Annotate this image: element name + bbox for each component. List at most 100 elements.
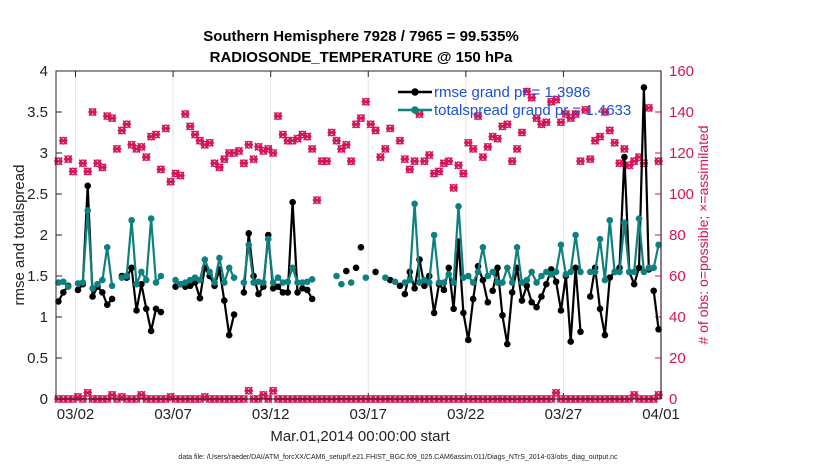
chart-subtitle: RADIOSONDE_TEMPERATURE @ 150 hPa (210, 49, 513, 66)
y2-tick-label: 0 (669, 391, 677, 408)
rmse-point (635, 264, 643, 272)
obs-count-point-assimilated (166, 177, 175, 186)
totalspread-point (533, 279, 540, 286)
rmse-point (372, 268, 379, 276)
rmse-point (484, 298, 492, 306)
totalspread-point (616, 268, 623, 276)
totalspread-point (547, 271, 555, 278)
rmse-point (630, 280, 638, 288)
totalspread-point (567, 268, 575, 276)
totalspread-point (64, 283, 72, 290)
rmse-point (186, 282, 194, 290)
obs-count-point-assimilated (532, 113, 541, 123)
obs-count-point-assimilated (556, 118, 566, 127)
rmse-point (650, 287, 657, 295)
totalspread-line (652, 244, 660, 269)
obs-count-point-assimilated (117, 126, 127, 135)
obs-count-point-assimilated (215, 163, 224, 172)
rmse-point (552, 278, 560, 286)
totalspread-point (552, 268, 560, 276)
series-rmse (55, 84, 662, 348)
totalspread-point (464, 272, 472, 280)
x-tick-label: 04/01 (642, 406, 680, 423)
obs-count-point-assimilated (303, 132, 312, 141)
totalspread-point (621, 219, 628, 226)
series-totalspread (55, 200, 662, 292)
obs-count-point-assimilated (576, 157, 585, 166)
totalspread-point (508, 279, 516, 286)
rmse-point (191, 279, 199, 286)
obs-count-point-assimilated (605, 126, 614, 135)
totalspread-point (445, 271, 453, 278)
rmse-point (172, 283, 179, 290)
rmse-point (133, 307, 140, 314)
obs-count-point-assimilated (542, 118, 551, 127)
obs-count-point-assimilated (346, 157, 356, 166)
rmse-point (557, 307, 565, 314)
totalspread-point (557, 241, 565, 249)
rmse-point (504, 340, 511, 348)
rmse-point (469, 295, 477, 303)
obs-count-point-assimilated (356, 113, 366, 123)
obs-count-point-assimilated (610, 138, 619, 147)
totalspread-point (225, 264, 233, 272)
obs-count-point-assimilated (600, 107, 610, 117)
y2-tick-label: 20 (669, 350, 686, 367)
totalspread-point (435, 279, 443, 286)
rmse-point (621, 153, 628, 161)
obs-count-point-assimilated (244, 140, 253, 149)
rmse-point (567, 338, 575, 345)
obs-count-point-assimilated (410, 157, 419, 166)
totalspread-point (60, 278, 67, 286)
y-tick-label: 1.5 (27, 268, 48, 285)
totalspread-point (513, 244, 521, 251)
totalspread-point (543, 268, 550, 276)
rmse-point (157, 308, 165, 316)
totalspread-point (89, 285, 96, 292)
totalspread-point (79, 279, 87, 286)
obs-count-point-assimilated (220, 154, 229, 164)
obs-count-point-assimilated (98, 163, 107, 172)
rmse-point (596, 305, 604, 313)
totalspread-point (362, 274, 370, 281)
totalspread-point (269, 279, 277, 286)
obs-count-point-assimilated (59, 136, 68, 145)
obs-count-point-assimilated (386, 124, 395, 133)
obs-count-point-assimilated (151, 130, 161, 139)
y2-tick-label: 160 (669, 63, 694, 80)
obs-count-point-assimilated (376, 152, 385, 162)
obs-count-point-assimilated (342, 140, 351, 149)
obs-count-point-assimilated (273, 111, 283, 121)
obs-count-point-assimilated (595, 132, 605, 141)
rmse-point (445, 264, 453, 272)
rmse-point (523, 282, 531, 290)
rmse-point (147, 327, 155, 335)
obs-count-point-assimilated (249, 154, 258, 164)
obs-count-point-assimilated (307, 144, 317, 154)
series-lines (55, 84, 662, 348)
y2-axis-label: # of obs: o=possible; ×=assimilated (695, 125, 711, 344)
totalspread-point (206, 268, 213, 276)
rmse-point (450, 305, 457, 313)
obs-count-point-assimilated (381, 144, 390, 154)
obs-count-point-assimilated (322, 157, 331, 166)
totalspread-point (303, 278, 311, 286)
obs-count-point-assimilated (444, 157, 453, 166)
totalspread-point (94, 280, 101, 288)
rmse-point (128, 264, 135, 272)
x-tick-label: 03/27 (545, 406, 583, 423)
totalspread-point (74, 280, 82, 287)
totalspread-point (591, 268, 599, 276)
totalspread-point (494, 279, 501, 286)
rmse-point (60, 289, 67, 296)
totalspread-point (504, 264, 511, 272)
totalspread-point (186, 276, 194, 284)
rmse-point (196, 294, 204, 302)
y-tick-label: 0 (40, 391, 48, 408)
rmse-point (299, 285, 306, 292)
obs-count-point-assimilated (522, 87, 532, 96)
totalspread-point (455, 203, 462, 210)
rmse-point (499, 312, 506, 319)
totalspread-point (157, 272, 165, 280)
